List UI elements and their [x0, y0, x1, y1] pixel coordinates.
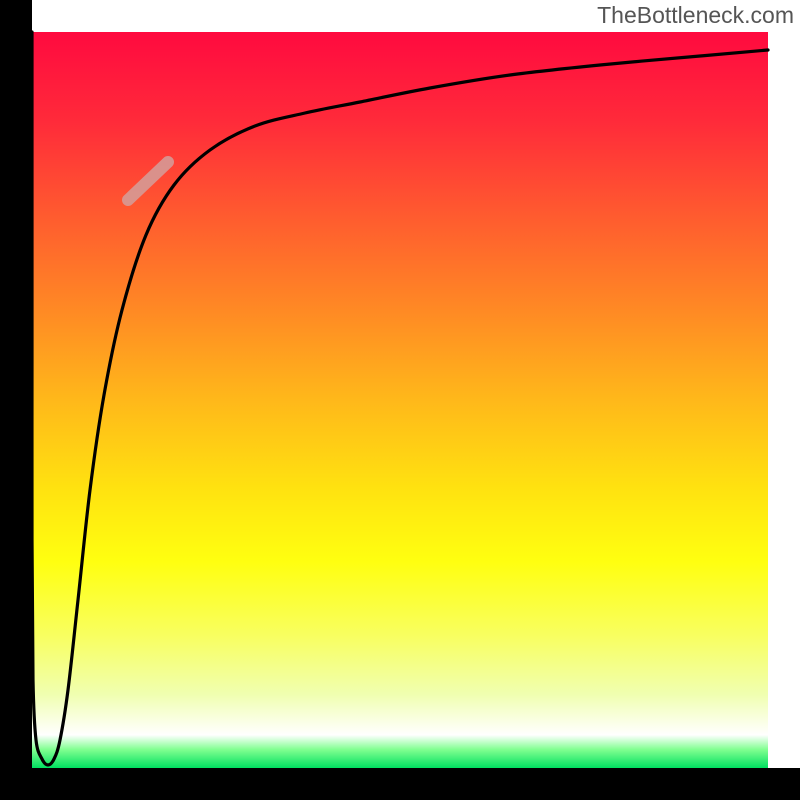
chart-svg	[0, 0, 800, 800]
attribution-text: TheBottleneck.com	[597, 2, 794, 29]
frame-left	[0, 0, 32, 800]
frame-bottom	[0, 768, 800, 800]
plot-background	[32, 32, 768, 768]
chart-container: TheBottleneck.com	[0, 0, 800, 800]
